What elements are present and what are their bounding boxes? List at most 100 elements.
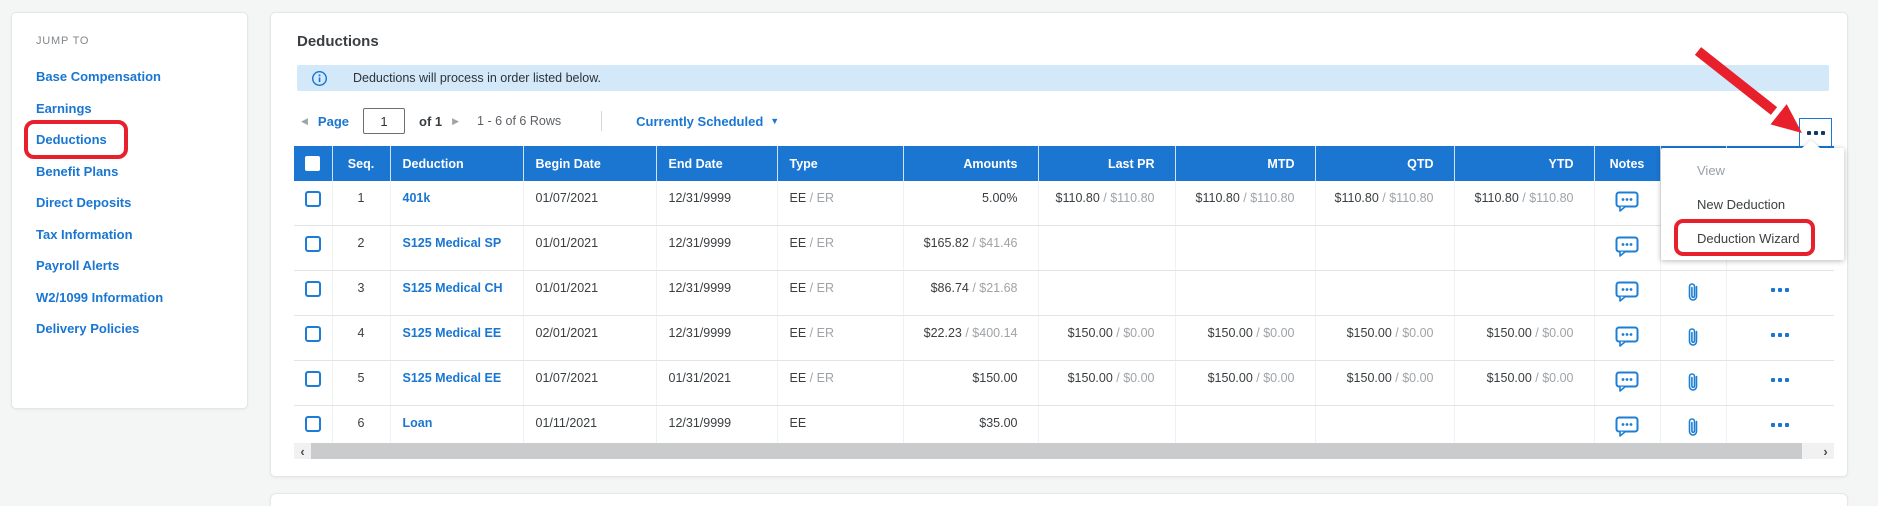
deduction-link[interactable]: Loan [402, 416, 433, 430]
row-more-actions-button[interactable] [1771, 333, 1790, 337]
ellipsis-icon [1806, 130, 1825, 135]
sidebar-item-deductions[interactable]: Deductions [24, 120, 206, 159]
schedule-filter-dropdown[interactable]: Currently Scheduled ▼ [636, 114, 779, 129]
cell-amounts: $150.00 [902, 360, 1038, 406]
sidebar-item-earnings[interactable]: Earnings [36, 100, 92, 116]
cell-last-pr: $150.00 / $0.00 [1037, 315, 1175, 361]
cell-mtd: $110.80 / $110.80 [1174, 181, 1315, 226]
menu-item-deduction-wizard[interactable]: Deduction Wizard [1661, 219, 1844, 256]
sidebar-item-tax-information[interactable]: Tax Information [36, 226, 133, 242]
menu-notch [1802, 140, 1820, 148]
paperclip-icon[interactable] [1685, 371, 1701, 393]
scroll-left-button[interactable]: ‹ [294, 443, 311, 459]
row-more-actions-button[interactable] [1771, 378, 1790, 382]
chevron-down-icon: ▼ [770, 116, 780, 126]
sidebar-item-base-compensation[interactable]: Base Compensation [36, 69, 161, 85]
menu-item-new-deduction[interactable]: New Deduction [1697, 196, 1786, 212]
row-checkbox[interactable] [304, 326, 321, 342]
column-header-ytd: YTD [1453, 146, 1594, 181]
comment-icon[interactable] [1615, 326, 1639, 347]
page-title: Deductions [297, 33, 379, 50]
scroll-right-button[interactable]: › [1817, 443, 1834, 459]
cell-ytd [1453, 270, 1594, 316]
paperclip-icon[interactable] [1685, 416, 1701, 438]
table-header-row: Seq. Deduction Begin Date End Date Type Amoun… [294, 146, 1834, 181]
cell-amounts: $22.23 / $400.14 [902, 315, 1038, 361]
comment-icon[interactable] [1615, 371, 1639, 392]
column-header-last-pr: Last PR [1037, 146, 1175, 181]
scrollbar-thumb[interactable] [311, 443, 1802, 459]
scrollbar-track [1802, 443, 1817, 459]
row-checkbox[interactable] [304, 236, 321, 252]
sidebar-item-payroll-alerts[interactable]: Payroll Alerts [36, 258, 120, 274]
row-checkbox[interactable] [304, 416, 321, 432]
deduction-link[interactable]: S125 Medical EE [402, 326, 502, 340]
cell-last-pr [1037, 270, 1175, 316]
cell-amounts: $86.74 / $21.68 [902, 270, 1038, 316]
column-header-begin-date: Begin Date [522, 146, 656, 181]
cell-qtd [1314, 225, 1454, 271]
comment-icon[interactable] [1615, 416, 1639, 437]
column-header-end-date: End Date [655, 146, 777, 181]
deduction-link[interactable]: S125 Medical EE [402, 371, 502, 385]
column-header-notes: Notes [1593, 146, 1660, 181]
table-row: 2 S125 Medical SP 01/01/2021 12/31/9999 EE /… [294, 225, 1834, 271]
next-page-icon[interactable]: ▶ [452, 115, 460, 126]
cell-type: EE / ER [776, 360, 903, 406]
cell-attachment [1659, 360, 1726, 406]
cell-ytd: $150.00 / $0.00 [1453, 315, 1594, 361]
cell-begin-date: 02/01/2021 [522, 315, 656, 361]
paperclip-icon[interactable] [1685, 326, 1701, 348]
sidebar-item-w2-1099-information[interactable]: W2/1099 Information [36, 289, 164, 305]
cell-notes [1593, 225, 1660, 271]
deduction-link[interactable]: S125 Medical SP [402, 236, 502, 250]
cell-seq: 4 [331, 315, 390, 361]
pagination-divider [601, 111, 603, 131]
sidebar-item-benefit-plans[interactable]: Benefit Plans [36, 163, 119, 179]
comment-icon[interactable] [1615, 281, 1639, 302]
deduction-link[interactable]: S125 Medical CH [402, 281, 503, 295]
cell-notes [1593, 181, 1660, 226]
info-circle-icon [311, 70, 328, 86]
cell-last-pr [1037, 225, 1175, 271]
cell-begin-date: 01/07/2021 [522, 181, 656, 226]
column-header-seq: Seq. [331, 146, 390, 181]
cell-type: EE / ER [776, 225, 903, 271]
cell-mtd: $150.00 / $0.00 [1174, 360, 1315, 406]
cell-seq: 5 [331, 360, 390, 406]
cell-end-date: 12/31/9999 [655, 315, 777, 361]
cell-begin-date: 01/01/2021 [522, 270, 656, 316]
cell-type: EE / ER [776, 315, 903, 361]
annotation-red-box-sidebar [24, 120, 128, 159]
column-header-qtd: QTD [1314, 146, 1454, 181]
jump-to-sidebar: JUMP TO Base Compensation Earnings Deducti… [11, 12, 248, 409]
select-all-checkbox[interactable] [305, 156, 321, 171]
prev-page-icon[interactable]: ◀ [301, 115, 308, 126]
comment-icon[interactable] [1615, 236, 1639, 257]
info-banner-text: Deductions will process in order listed … [353, 71, 602, 85]
sidebar-item-direct-deposits[interactable]: Direct Deposits [36, 195, 132, 211]
paperclip-icon[interactable] [1685, 281, 1701, 303]
page-number-input[interactable] [363, 108, 405, 134]
cell-mtd [1174, 225, 1315, 271]
sidebar-item-delivery-policies[interactable]: Delivery Policies [36, 321, 140, 337]
cell-attachment [1659, 270, 1726, 316]
deduction-link[interactable]: 401k [402, 191, 431, 205]
horizontal-scrollbar: ‹ › [294, 443, 1834, 459]
table-row: 4 S125 Medical EE 02/01/2021 12/31/9999 EE /… [294, 315, 1834, 361]
cell-attachment [1659, 315, 1726, 361]
cell-notes [1593, 315, 1660, 361]
cell-last-pr: $110.80 / $110.80 [1037, 181, 1175, 226]
cell-ytd: $110.80 / $110.80 [1453, 181, 1594, 226]
row-checkbox[interactable] [304, 371, 321, 387]
comment-icon[interactable] [1615, 191, 1639, 212]
cell-begin-date: 01/07/2021 [522, 360, 656, 406]
cell-seq: 2 [331, 225, 390, 271]
row-more-actions-button[interactable] [1771, 423, 1790, 427]
row-checkbox[interactable] [304, 281, 321, 297]
row-checkbox[interactable] [304, 191, 321, 207]
cell-notes [1593, 270, 1660, 316]
cell-seq: 3 [331, 270, 390, 316]
row-more-actions-button[interactable] [1771, 288, 1790, 292]
